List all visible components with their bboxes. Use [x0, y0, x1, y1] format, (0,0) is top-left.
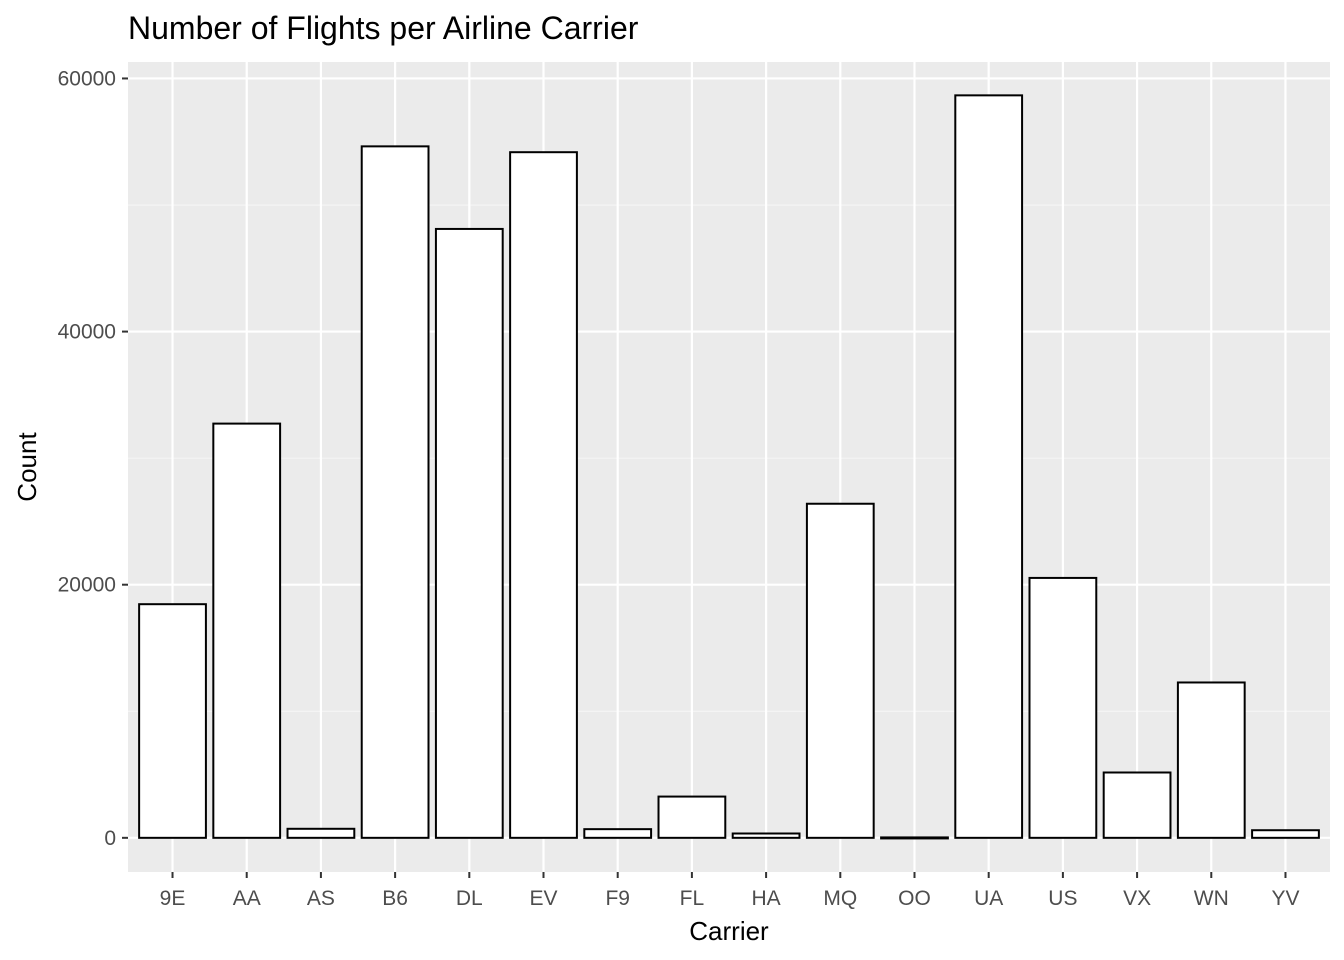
bar-ha: [731, 832, 801, 839]
bar-oo: [880, 836, 949, 840]
x-tick-label: UA: [974, 887, 1003, 910]
x-tick-label: AA: [233, 887, 261, 910]
bar-fl: [657, 795, 727, 839]
x-tick-label: F9: [605, 887, 630, 910]
x-tick-label: OO: [898, 887, 931, 910]
bar-aa: [212, 422, 282, 839]
x-axis: 9E AA AS B6 DL EV F9 FL HA MQ OO UA US VX WN YV: [160, 872, 1299, 910]
x-tick-label: YV: [1271, 887, 1299, 910]
bar-as: [286, 827, 356, 839]
bar-dl: [434, 227, 504, 839]
bar-yv: [1251, 829, 1320, 839]
bars: [138, 94, 1320, 840]
bar-9e: [138, 603, 207, 839]
bar-wn: [1176, 681, 1246, 839]
chart-title: Number of Flights per Airline Carrier: [128, 10, 639, 46]
x-tick-label: DL: [456, 887, 483, 910]
x-tick-label: MQ: [823, 887, 857, 910]
x-tick-label: WN: [1194, 887, 1229, 910]
bar-mq: [805, 502, 875, 839]
bar-b6: [360, 145, 430, 839]
y-tick-label: 20000: [58, 574, 116, 597]
y-tick-label: 40000: [58, 321, 116, 344]
x-axis-title: Carrier: [689, 916, 769, 946]
bar-us: [1028, 576, 1098, 839]
x-tick-label: FL: [680, 887, 705, 910]
x-tick-label: US: [1048, 887, 1077, 910]
x-tick-label: HA: [752, 887, 781, 910]
bar-vx: [1102, 771, 1172, 839]
x-tick-label: VX: [1123, 887, 1151, 910]
bar-f9: [583, 828, 653, 839]
plot-panel: [128, 62, 1330, 872]
y-axis: 0 20000 40000 60000: [58, 67, 128, 850]
bar-ev: [509, 151, 578, 839]
x-tick-label: 9E: [160, 887, 186, 910]
x-tick-label: AS: [307, 887, 335, 910]
x-tick-label: B6: [382, 887, 408, 910]
y-tick-label: 0: [104, 827, 116, 850]
bar-ua: [954, 94, 1024, 839]
y-axis-title: Count: [12, 432, 42, 502]
y-tick-label: 60000: [58, 67, 116, 90]
x-tick-label: EV: [529, 887, 557, 910]
